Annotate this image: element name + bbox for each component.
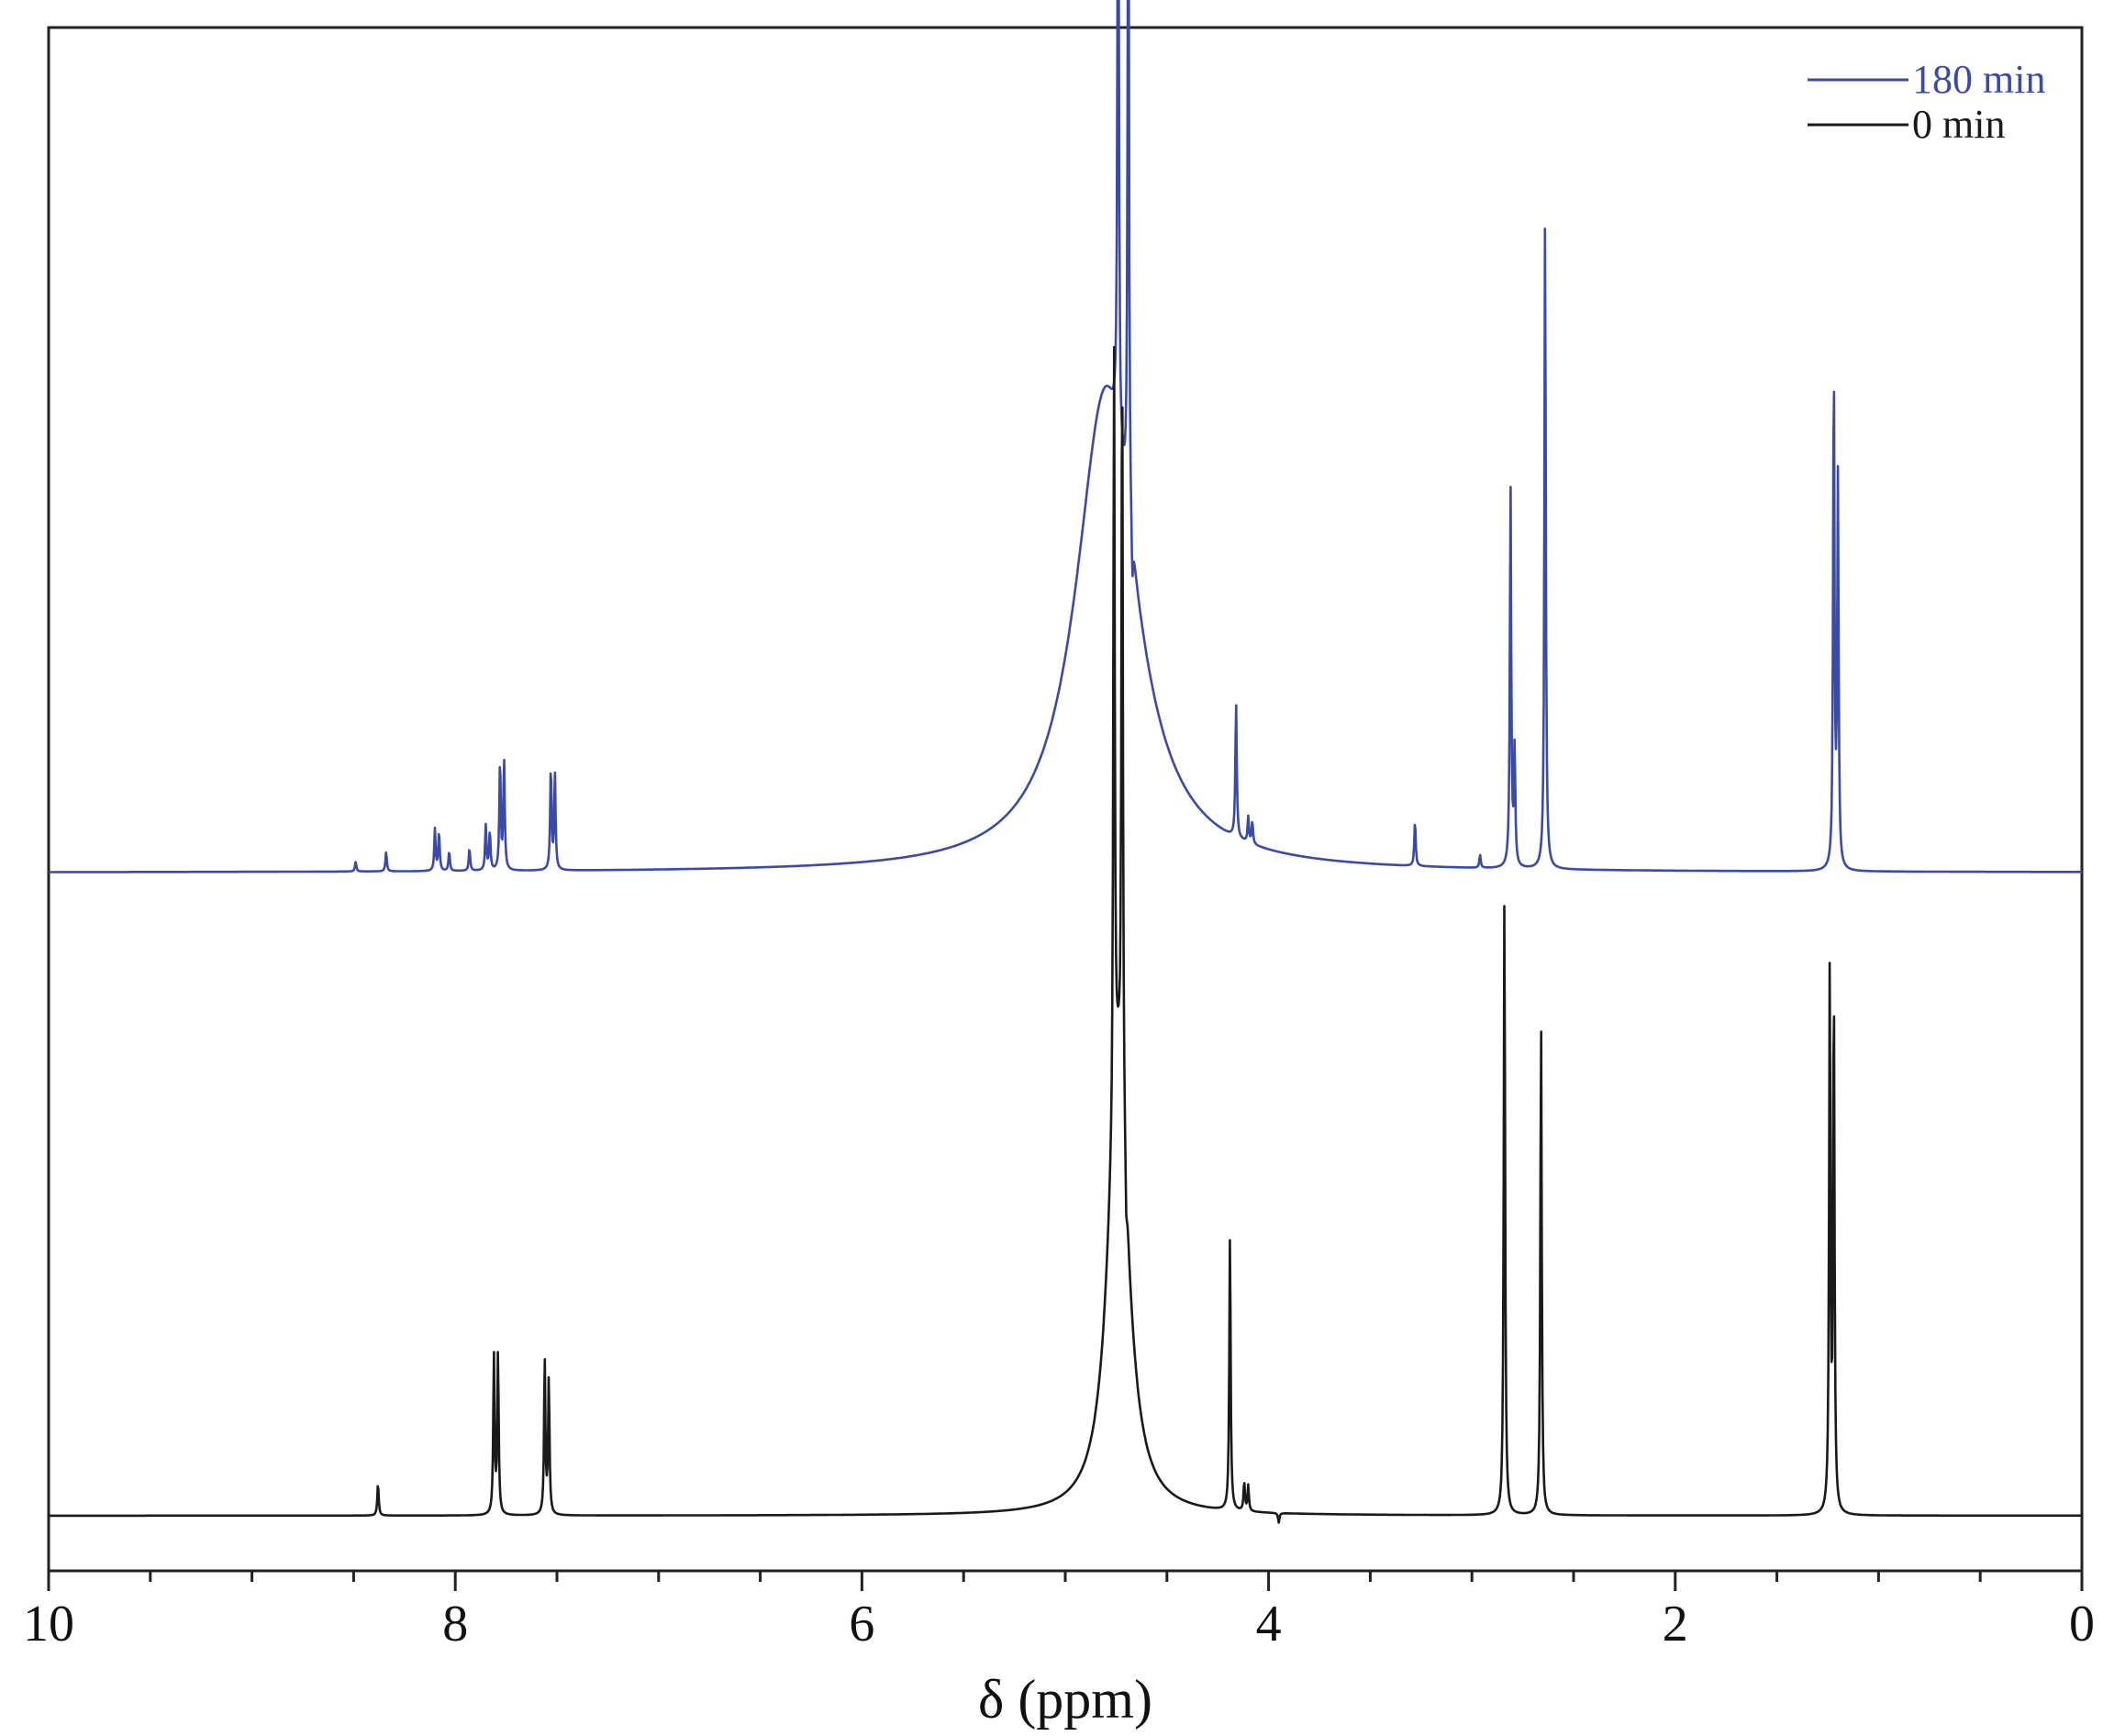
x-axis-title: δ (ppm) [978,1669,1152,1730]
x-tick-label: 2 [1663,1596,1688,1653]
x-tick-label: 10 [23,1596,74,1653]
x-tick-label: 8 [442,1596,468,1653]
x-tick-label: 0 [2069,1596,2095,1653]
spectrum-line-180-min [48,0,2083,874]
plot-frame [47,26,2084,1573]
series-layer [48,0,2083,1524]
x-axis-ticks: 10 8 6 4 2 0 [23,1571,2095,1653]
legend-label: 180 min [1912,57,2045,102]
legend-label: 0 min [1912,102,2005,147]
x-tick-label: 6 [849,1596,874,1653]
spectrum-line-0-min [48,345,2083,1524]
x-tick-label: 4 [1256,1596,1282,1653]
